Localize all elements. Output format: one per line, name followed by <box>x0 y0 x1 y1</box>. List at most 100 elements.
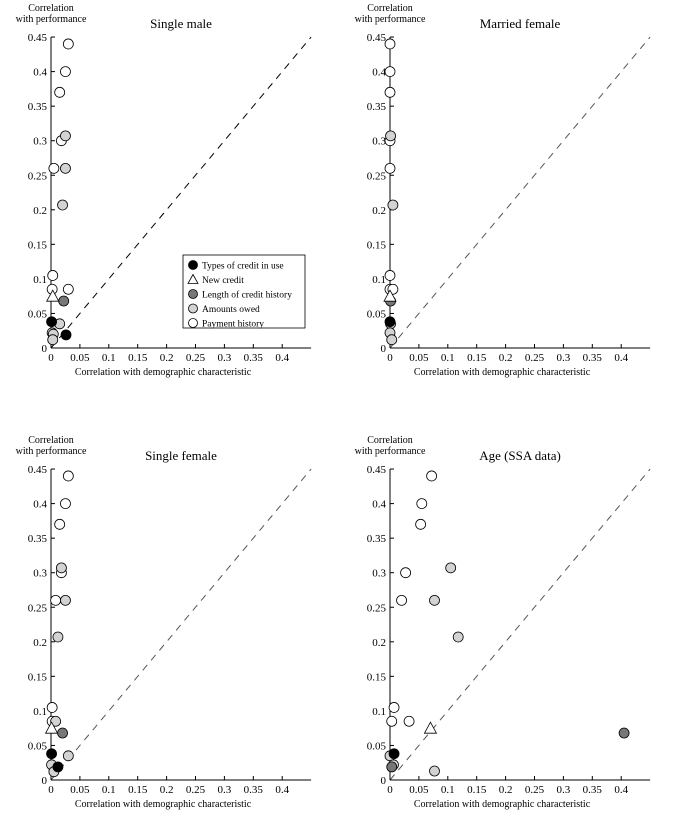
point-payment-history <box>62 470 74 482</box>
x-tick-label: 0.2 <box>160 352 174 364</box>
point-length-of-credit-history <box>618 727 630 739</box>
legend-marker <box>188 303 198 314</box>
panel-3: 0 0.05 0.1 0.15 0.2 0.25 0.3 0.35 0.4 0.45 0 0.05 0.… <box>16 435 312 810</box>
x-axis-label: Correlation with demographic characteris… <box>414 799 591 810</box>
point-types-of-credit-in-use <box>46 316 57 328</box>
point-payment-history <box>46 702 58 713</box>
point-amounts-owed <box>56 562 67 574</box>
legend-marker <box>188 318 198 328</box>
point-new-credit <box>46 289 60 302</box>
y-tick-label: 0.3 <box>33 568 47 580</box>
point-amounts-owed <box>452 631 464 643</box>
y-tick-label: 0.2 <box>33 637 47 649</box>
y-tick-label: 0.45 <box>367 32 387 44</box>
x-tick-label: 0.2 <box>499 352 513 364</box>
point-payment-history <box>54 86 66 98</box>
y-tick-label: 0.05 <box>367 308 387 320</box>
y-axis-label: Correlation with performance <box>16 3 87 25</box>
point-payment-history <box>60 66 71 77</box>
x-tick-label: 0.2 <box>160 784 174 796</box>
point-amounts-owed <box>387 199 399 211</box>
point-new-credit <box>423 721 438 734</box>
point-payment-history <box>384 66 396 77</box>
x-tick-label: 0.05 <box>409 784 429 796</box>
x-tick-label: 0.35 <box>583 352 603 364</box>
point-length-of-credit-history <box>386 761 398 773</box>
x-tick-label: 0.4 <box>275 784 289 796</box>
panel-title: Single female <box>145 448 217 463</box>
y-axis-label: Correlation with performance <box>16 435 87 457</box>
y-tick-label: 0.15 <box>367 239 387 251</box>
y-tick-label: 0.4 <box>33 67 47 79</box>
y-tick-label: 0.45 <box>28 464 48 476</box>
point-new-credit <box>383 289 397 302</box>
point-amounts-owed <box>60 594 71 606</box>
y-tick-label: 0 <box>42 775 48 787</box>
point-payment-history <box>416 498 428 510</box>
x-tick-label: 0.2 <box>499 784 513 796</box>
point-payment-history <box>60 498 71 510</box>
x-axis-label: Correlation with demographic characteris… <box>75 799 252 810</box>
x-tick-label: 0 <box>387 352 393 364</box>
y-tick-label: 0.45 <box>28 32 48 44</box>
point-length-of-credit-history <box>58 295 70 307</box>
y-tick-label: 0.3 <box>372 136 386 148</box>
x-tick-label: 0.35 <box>583 784 603 796</box>
y-tick-label: 0.05 <box>367 740 387 752</box>
y-tick-label: 0.2 <box>33 205 47 217</box>
y-tick-label: 0.4 <box>33 499 47 511</box>
reference-line <box>50 36 312 349</box>
point-payment-history <box>384 270 396 281</box>
x-tick-label: 0.25 <box>525 784 545 796</box>
y-tick-label: 0.3 <box>372 568 386 580</box>
x-tick-label: 0.15 <box>467 784 487 796</box>
x-tick-label: 0.05 <box>409 352 429 364</box>
point-payment-history <box>396 594 407 606</box>
legend-marker <box>188 289 198 299</box>
legend: Types of credit in use New credit Length o… <box>182 254 306 330</box>
panel-title: Married female <box>480 16 561 31</box>
point-payment-history <box>384 86 396 98</box>
legend-label: Length of credit history <box>202 290 292 301</box>
x-tick-label: 0.35 <box>244 352 264 364</box>
x-tick-label: 0.4 <box>614 352 628 364</box>
x-tick-label: 0.3 <box>557 352 571 364</box>
y-tick-label: 0.05 <box>28 308 48 320</box>
y-tick-label: 0.4 <box>372 67 386 79</box>
x-tick-label: 0.05 <box>70 784 90 796</box>
panel-title: Single male <box>150 16 212 31</box>
y-tick-label: 0.1 <box>372 274 386 286</box>
point-amounts-owed <box>47 334 59 346</box>
y-tick-label: 0.25 <box>367 602 387 614</box>
y-tick-label: 0.35 <box>28 533 48 545</box>
x-tick-label: 0.1 <box>102 352 116 364</box>
point-payment-history <box>62 38 74 50</box>
y-tick-label: 0 <box>381 343 387 355</box>
x-tick-label: 0.1 <box>102 784 116 796</box>
legend-marker <box>188 260 198 270</box>
panel-title: Age (SSA data) <box>479 448 561 463</box>
y-tick-label: 0.2 <box>372 205 386 217</box>
y-tick-label: 0.35 <box>367 101 387 113</box>
point-amounts-owed <box>57 199 68 211</box>
y-tick-label: 0.25 <box>28 170 48 182</box>
point-amounts-owed <box>60 130 71 142</box>
point-amounts-owed <box>429 594 440 606</box>
y-tick-label: 0.3 <box>33 136 47 148</box>
panel-1: 0 0.05 0.1 0.15 0.2 0.25 0.3 0.35 0.4 0.45 0 0.05 0.… <box>16 3 312 378</box>
x-tick-label: 0.15 <box>128 784 148 796</box>
y-tick-label: 0.4 <box>372 499 386 511</box>
point-payment-history <box>62 283 74 295</box>
x-axis-label: Correlation with demographic characteris… <box>414 367 591 378</box>
y-axis-label: Correlation with performance <box>355 3 426 25</box>
x-tick-label: 0.25 <box>186 784 206 796</box>
y-tick-label: 0 <box>42 343 48 355</box>
point-amounts-owed <box>429 765 440 777</box>
point-amounts-owed <box>385 130 396 142</box>
point-payment-history <box>403 715 415 727</box>
x-tick-label: 0.05 <box>70 352 90 364</box>
y-tick-label: 0.1 <box>33 274 47 286</box>
legend-label: Amounts owed <box>202 305 260 315</box>
point-payment-history <box>54 518 66 530</box>
x-tick-label: 0 <box>48 352 54 364</box>
